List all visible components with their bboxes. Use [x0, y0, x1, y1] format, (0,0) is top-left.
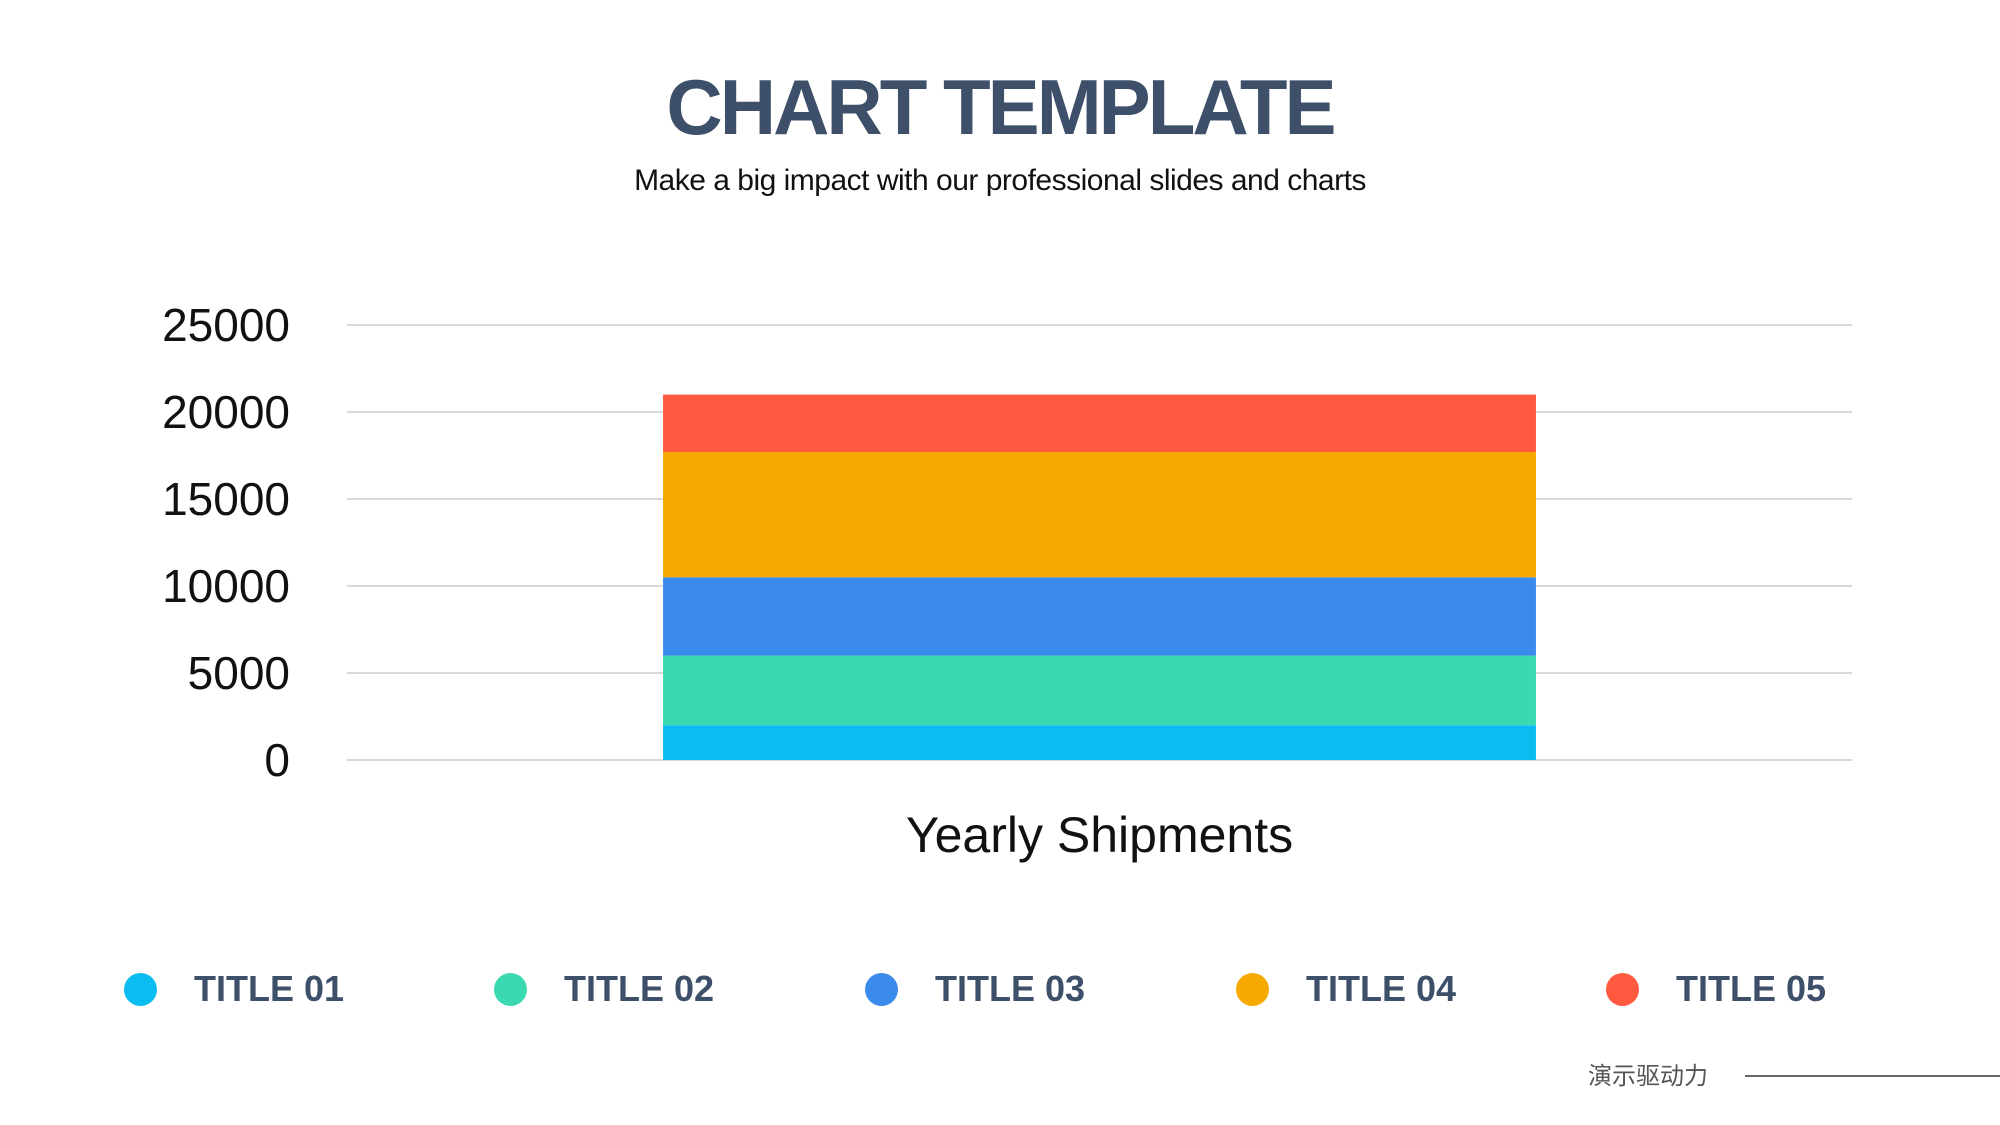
x-axis-ticks: Yearly Shipments	[906, 807, 1293, 863]
y-tick-label: 20000	[162, 386, 290, 438]
y-tick-label: 5000	[188, 647, 290, 699]
bar-segment-1	[663, 725, 1536, 760]
chart-title: CHART TEMPLATE	[666, 63, 1336, 151]
legend-label: TITLE 01	[194, 968, 345, 1009]
footer-divider	[1745, 1075, 2000, 1077]
legend-label: TITLE 04	[1306, 968, 1457, 1009]
footer-brand-text: 演示驱动力	[1588, 1063, 1708, 1090]
y-axis-ticks: 0 5000 10000 15000 20000 25000	[162, 299, 290, 786]
bar-segment-4	[663, 452, 1536, 578]
x-tick-label: Yearly Shipments	[906, 807, 1293, 863]
legend-dot-icon	[1236, 973, 1269, 1006]
legend-dot-icon	[865, 973, 898, 1006]
legend-dot-icon	[494, 973, 527, 1006]
bars	[663, 394, 1536, 760]
chart-subtitle: Make a big impact with our professional …	[634, 164, 1366, 197]
y-tick-label: 25000	[162, 299, 290, 351]
bar-segment-3	[663, 577, 1536, 656]
bar-segment-2	[663, 655, 1536, 726]
legend-label: TITLE 05	[1676, 968, 1827, 1009]
legend-label: TITLE 03	[935, 968, 1086, 1009]
y-tick-label: 10000	[162, 560, 290, 612]
y-tick-label: 0	[264, 734, 290, 786]
y-tick-label: 15000	[162, 473, 290, 525]
bar-segment-5	[663, 394, 1536, 453]
legend-label: TITLE 02	[564, 968, 715, 1009]
legend-dot-icon	[1606, 973, 1639, 1006]
legend-dot-icon	[124, 973, 157, 1006]
